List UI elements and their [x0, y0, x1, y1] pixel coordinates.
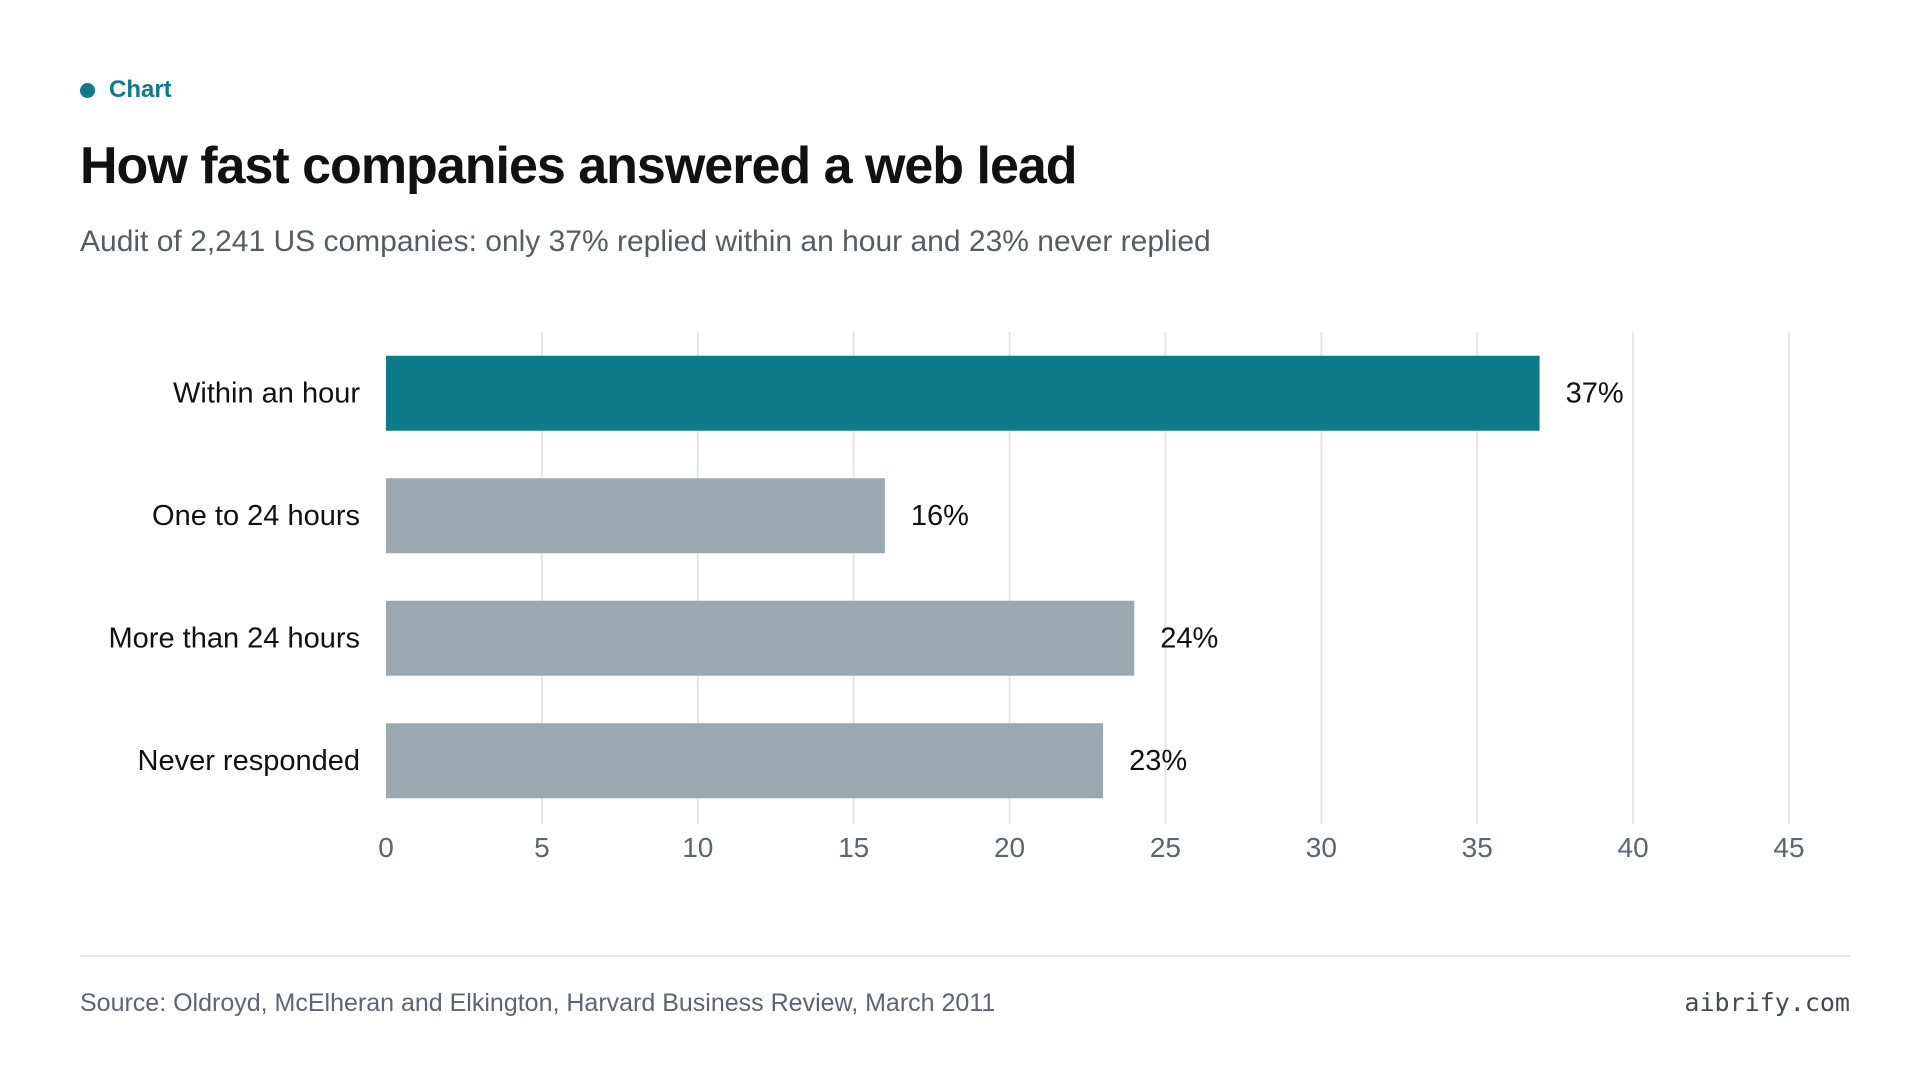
- chart-eyebrow: Chart: [80, 74, 172, 106]
- category-label: Within an hour: [173, 377, 360, 409]
- source-note: Source: Oldroyd, McElheran and Elkington…: [80, 989, 996, 1017]
- x-tick-label: 15: [838, 832, 869, 863]
- x-tick-label: 40: [1618, 832, 1649, 863]
- x-tick-label: 5: [534, 832, 550, 863]
- value-label: 23%: [1129, 745, 1187, 777]
- bar-chart: 0 5 10 15 20 25 30 35 40 45 Within an hour 37% One t…: [109, 332, 1805, 863]
- x-tick-label: 35: [1462, 832, 1493, 863]
- brand-link[interactable]: aibrify.com: [1684, 988, 1850, 1017]
- footer-divider: [80, 955, 1850, 957]
- x-tick-label: 0: [378, 832, 394, 863]
- value-label: 16%: [911, 500, 969, 532]
- chart-title: How fast companies answered a web lead: [80, 137, 1078, 195]
- x-tick-label: 45: [1773, 832, 1804, 863]
- x-tick-label: 30: [1306, 832, 1337, 863]
- bar-3: [386, 723, 1104, 799]
- eyebrow-dot-icon: [80, 82, 95, 98]
- value-label: 37%: [1566, 377, 1624, 409]
- x-tick-label: 20: [994, 832, 1025, 863]
- bar-1: [386, 478, 885, 554]
- x-tick-label: 25: [1150, 832, 1181, 863]
- bar-0: [386, 355, 1540, 431]
- category-label: More than 24 hours: [109, 622, 360, 654]
- value-label: 24%: [1160, 622, 1218, 654]
- x-tick-label: 10: [682, 832, 713, 863]
- chart-subtitle: Audit of 2,241 US companies: only 37% re…: [80, 225, 1211, 258]
- eyebrow-label: Chart: [109, 76, 172, 103]
- category-label: Never responded: [138, 745, 360, 777]
- category-label: One to 24 hours: [152, 500, 360, 532]
- bar-2: [386, 600, 1135, 676]
